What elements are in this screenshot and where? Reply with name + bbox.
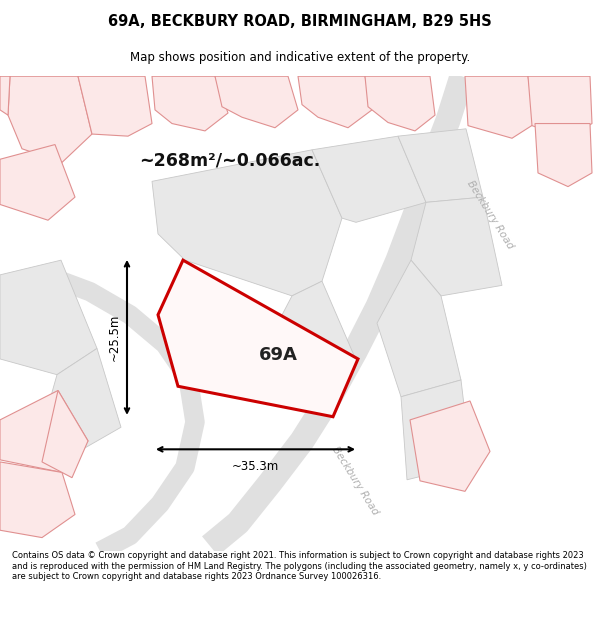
Polygon shape: [401, 380, 471, 480]
Text: Beckbury Road: Beckbury Road: [465, 179, 515, 251]
Polygon shape: [528, 76, 592, 138]
Polygon shape: [78, 76, 152, 136]
Polygon shape: [410, 401, 490, 491]
Polygon shape: [0, 462, 75, 538]
Polygon shape: [465, 76, 535, 138]
Polygon shape: [259, 281, 356, 417]
Text: Contains OS data © Crown copyright and database right 2021. This information is : Contains OS data © Crown copyright and d…: [12, 551, 587, 581]
Text: ~25.5m: ~25.5m: [108, 314, 121, 361]
Text: Map shows position and indicative extent of the property.: Map shows position and indicative extent…: [130, 51, 470, 64]
Polygon shape: [158, 260, 358, 417]
Polygon shape: [398, 129, 483, 202]
Polygon shape: [0, 144, 75, 220]
Polygon shape: [42, 391, 88, 478]
Polygon shape: [215, 76, 298, 128]
Polygon shape: [152, 150, 342, 296]
Polygon shape: [152, 76, 228, 131]
Text: 69A: 69A: [259, 346, 298, 364]
Text: 69A, BECKBURY ROAD, BIRMINGHAM, B29 5HS: 69A, BECKBURY ROAD, BIRMINGHAM, B29 5HS: [108, 14, 492, 29]
Polygon shape: [298, 76, 372, 128]
Polygon shape: [535, 124, 592, 187]
Polygon shape: [312, 136, 426, 222]
Polygon shape: [41, 348, 121, 452]
Polygon shape: [411, 197, 502, 296]
Text: ~268m²/~0.066ac.: ~268m²/~0.066ac.: [139, 151, 320, 169]
Polygon shape: [365, 76, 435, 131]
Polygon shape: [0, 76, 10, 115]
Text: Beckbury Road: Beckbury Road: [330, 445, 380, 517]
Text: ~35.3m: ~35.3m: [232, 460, 279, 473]
Polygon shape: [377, 260, 461, 397]
Polygon shape: [8, 76, 92, 162]
Polygon shape: [0, 260, 97, 375]
Polygon shape: [0, 391, 88, 472]
